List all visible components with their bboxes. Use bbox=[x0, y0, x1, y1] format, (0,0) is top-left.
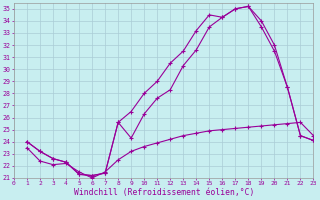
X-axis label: Windchill (Refroidissement éolien,°C): Windchill (Refroidissement éolien,°C) bbox=[74, 188, 254, 197]
